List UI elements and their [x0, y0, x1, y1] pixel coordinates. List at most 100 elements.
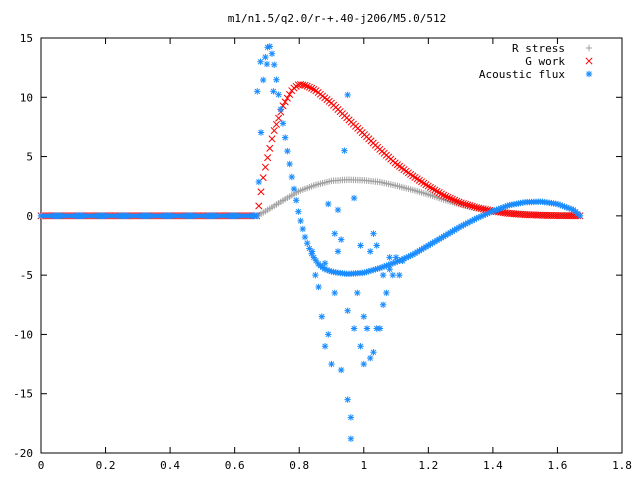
data-point [288, 173, 295, 181]
data-point [275, 91, 282, 98]
data-point [464, 201, 472, 209]
data-point [409, 172, 417, 180]
data-point [451, 196, 459, 204]
data-point [295, 208, 302, 215]
data-point [462, 200, 470, 208]
data-point [499, 204, 507, 211]
data-point [347, 435, 355, 442]
data-point [357, 343, 364, 350]
data-point [266, 43, 273, 50]
data-point [281, 98, 289, 106]
data-point [373, 242, 380, 249]
data-point [263, 60, 271, 68]
data-point [459, 200, 467, 208]
series-acoustic-flux-scatter [254, 58, 406, 442]
data-point [413, 175, 421, 183]
data-point [308, 248, 316, 255]
data-point [360, 360, 367, 368]
data-point [284, 147, 291, 155]
x-tick-label: 0 [38, 459, 45, 472]
data-point [321, 260, 329, 267]
data-point [457, 199, 465, 207]
x-tick-label: 0.6 [225, 459, 245, 472]
data-point [306, 245, 313, 252]
x-tick-label: 1.8 [612, 459, 632, 472]
data-point [370, 349, 377, 356]
data-point [477, 204, 485, 213]
data-point [279, 120, 287, 127]
x-tick-label: 0.4 [160, 459, 180, 472]
data-point [270, 88, 277, 95]
data-point [411, 173, 419, 181]
data-point [367, 248, 374, 255]
x-tick-label: 0.8 [289, 459, 309, 472]
data-point [344, 307, 351, 314]
data-point [299, 225, 306, 233]
data-point [367, 354, 374, 362]
data-point [415, 176, 423, 184]
y-tick-label: 10 [20, 91, 33, 104]
data-point [305, 83, 313, 91]
data-point [383, 289, 390, 297]
data-point [337, 366, 345, 374]
data-point [440, 191, 448, 199]
legend-label: G work [525, 55, 565, 68]
data-point [426, 183, 434, 191]
data-point [433, 187, 441, 195]
data-point [334, 206, 342, 214]
data-point [275, 114, 283, 122]
data-point [396, 271, 403, 279]
data-point [576, 212, 584, 220]
data-point [312, 271, 319, 279]
series-g-work [37, 80, 584, 220]
data-point [270, 127, 278, 135]
y-tick-label: -5 [20, 269, 33, 282]
y-tick-label: -15 [13, 388, 33, 401]
data-point [386, 266, 393, 273]
data-point [268, 135, 276, 143]
data-point [303, 82, 311, 90]
legend-marker [585, 44, 593, 52]
x-tick-label: 1.4 [483, 459, 503, 472]
y-tick-label: 15 [20, 32, 33, 45]
data-point [331, 289, 338, 297]
data-point [301, 233, 309, 241]
data-point [255, 202, 263, 210]
axes: 0 0.2 0.4 0.6 0.8 1 1.2 1.4 1.6 1.8 15 10 5 0 -5 -10 -15… [13, 32, 632, 472]
data-point [344, 396, 351, 403]
data-point [266, 144, 274, 152]
data-point [331, 230, 338, 237]
data-point [495, 205, 502, 213]
data-point [308, 84, 316, 92]
data-point [354, 289, 361, 297]
data-point [257, 188, 265, 196]
data-point [272, 120, 280, 128]
data-point [325, 200, 332, 208]
data-point [455, 198, 463, 206]
data-point [429, 185, 437, 193]
y-tick-label: -20 [13, 447, 33, 460]
data-point [431, 186, 439, 194]
data-point [271, 61, 278, 68]
data-point [312, 257, 320, 264]
data-point [470, 203, 478, 211]
data-point [360, 313, 367, 320]
data-point [475, 204, 483, 212]
data-point [273, 76, 280, 83]
data-point [341, 147, 348, 154]
data-point [255, 178, 262, 186]
y-tick-label: 0 [26, 210, 33, 223]
data-point [446, 194, 454, 202]
data-point [425, 242, 432, 249]
data-point [334, 248, 342, 255]
data-point [286, 160, 293, 168]
data-point [299, 81, 307, 89]
legend-label: Acoustic flux [479, 68, 565, 81]
data-point [310, 85, 318, 93]
data-point [286, 90, 294, 98]
data-point [363, 325, 371, 332]
y-tick-label: 5 [26, 151, 33, 164]
x-tick-label: 0.2 [96, 459, 116, 472]
data-point [257, 58, 264, 65]
